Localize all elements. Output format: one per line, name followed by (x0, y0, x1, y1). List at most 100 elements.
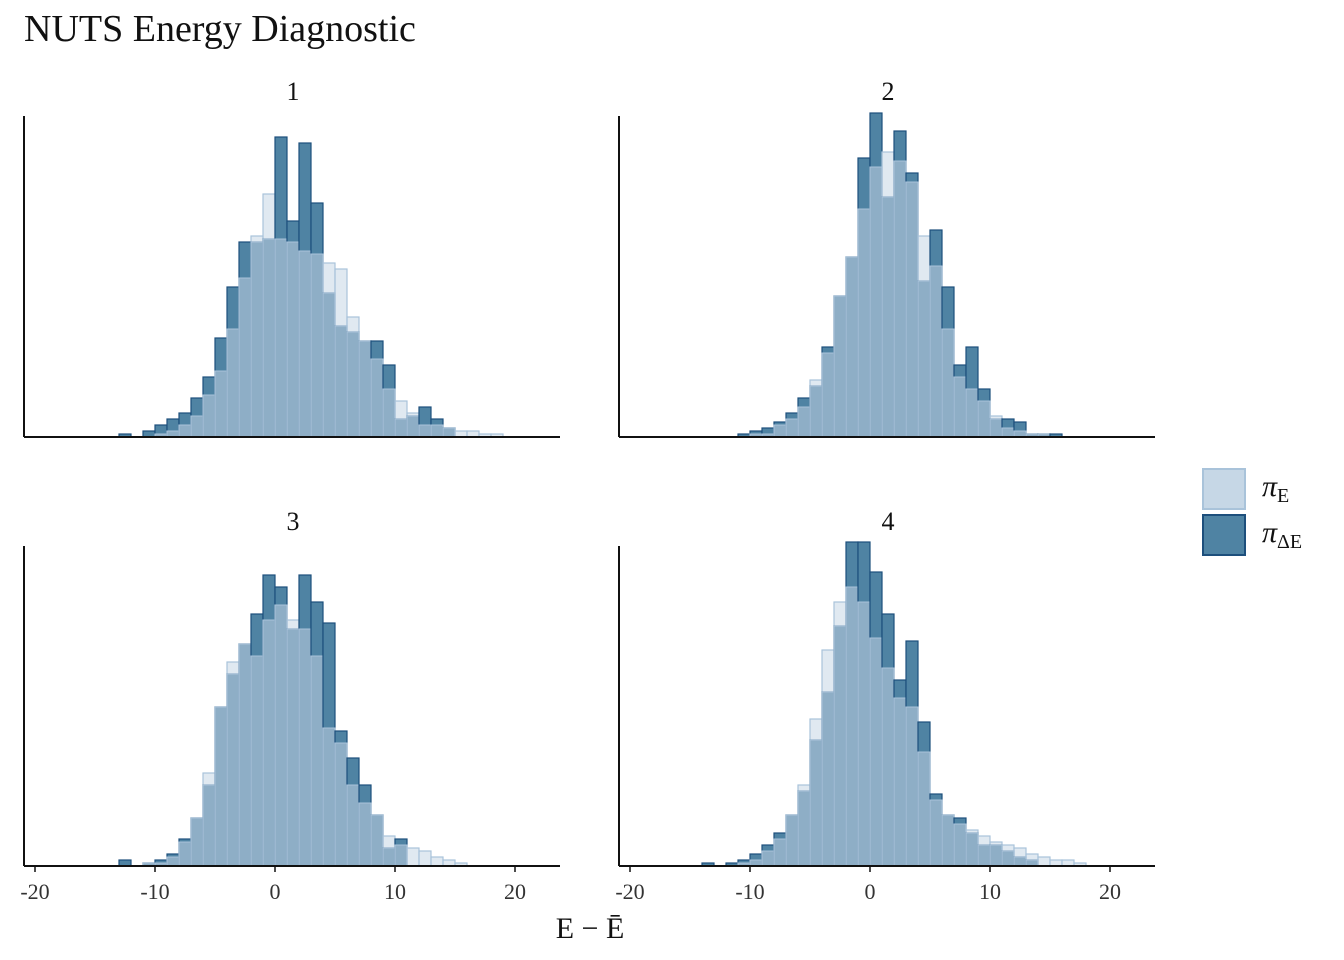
bar-overlap-facet3 (178, 841, 192, 867)
bar-overlap-facet2 (797, 406, 811, 438)
bar-pi-e-facet3 (418, 850, 432, 867)
bar-overlap-facet1 (250, 241, 264, 438)
bar-overlap-facet1 (262, 238, 276, 438)
chart-title: NUTS Energy Diagnostic (24, 8, 416, 50)
bar-overlap-facet4 (857, 601, 871, 867)
bar-overlap-facet3 (370, 814, 384, 867)
legend: πE πΔE (1202, 466, 1302, 558)
bar-overlap-facet2 (809, 385, 823, 438)
bar-overlap-facet4 (941, 814, 955, 867)
bar-overlap-facet4 (1001, 850, 1015, 867)
facet-label-1: 1 (287, 77, 300, 106)
bar-overlap-facet2 (881, 196, 895, 438)
x-tick-label-facet3: 10 (384, 879, 406, 904)
bar-overlap-facet4 (1013, 856, 1027, 867)
bar-overlap-facet4 (797, 790, 811, 867)
bar-overlap-facet1 (406, 415, 420, 438)
bar-overlap-facet1 (274, 238, 288, 438)
bar-overlap-facet1 (238, 277, 252, 438)
bar-overlap-facet1 (442, 427, 456, 438)
bar-overlap-facet4 (773, 838, 787, 867)
bar-overlap-facet4 (761, 850, 775, 867)
legend-label-pi-delta-e: πΔE (1262, 516, 1303, 553)
bar-overlap-facet1 (370, 358, 384, 438)
bar-overlap-facet2 (833, 295, 847, 438)
legend-swatch-pi-e (1202, 468, 1246, 510)
x-tick-label-facet4: 0 (865, 879, 876, 904)
facet-label-4: 4 (882, 507, 895, 536)
legend-swatch-pi-delta-e (1202, 514, 1246, 556)
bar-overlap-facet1 (178, 424, 192, 438)
bar-overlap-facet2 (929, 265, 943, 438)
bar-overlap-facet1 (214, 370, 228, 438)
legend-label-pi-e: πE (1262, 470, 1290, 507)
legend-item-pi-e: πE (1202, 466, 1302, 512)
bar-overlap-facet3 (190, 817, 204, 867)
x-tick-label-facet3: 0 (270, 879, 281, 904)
bar-overlap-facet1 (430, 424, 444, 438)
bar-overlap-facet3 (202, 784, 216, 867)
bar-overlap-facet3 (286, 628, 300, 867)
bar-overlap-facet2 (773, 424, 787, 438)
bar-overlap-facet2 (953, 376, 967, 438)
bar-overlap-facet3 (166, 856, 180, 867)
bar-overlap-facet2 (977, 400, 991, 438)
bar-overlap-facet2 (857, 208, 871, 438)
x-tick-label-facet3: 20 (504, 879, 526, 904)
bar-overlap-facet2 (845, 256, 859, 438)
bar-overlap-facet4 (893, 697, 907, 867)
bar-overlap-facet2 (893, 160, 907, 438)
bar-overlap-facet2 (869, 166, 883, 438)
bar-overlap-facet3 (274, 604, 288, 867)
bar-overlap-facet4 (809, 739, 823, 867)
bar-overlap-facet4 (917, 751, 931, 867)
facet-label-2: 2 (882, 77, 895, 106)
bar-overlap-facet3 (394, 844, 408, 867)
bar-overlap-facet1 (394, 418, 408, 438)
bar-overlap-facet3 (226, 673, 240, 867)
bar-overlap-facet2 (905, 181, 919, 438)
bar-overlap-facet2 (785, 418, 799, 438)
bar-overlap-facet1 (202, 394, 216, 438)
bar-overlap-facet3 (334, 742, 348, 867)
bar-overlap-facet1 (418, 424, 432, 438)
x-tick-label-facet4: 10 (979, 879, 1001, 904)
bar-overlap-facet1 (322, 292, 336, 438)
bar-overlap-facet4 (869, 637, 883, 867)
bar-overlap-facet3 (322, 727, 336, 867)
bar-overlap-facet4 (929, 799, 943, 867)
bar-overlap-facet4 (845, 586, 859, 867)
bar-overlap-facet4 (785, 814, 799, 867)
bar-overlap-facet3 (358, 802, 372, 867)
x-tick-label-facet4: -10 (735, 879, 764, 904)
bar-overlap-facet3 (250, 655, 264, 867)
bar-pi-e-facet4 (1037, 856, 1051, 867)
bar-overlap-facet4 (881, 667, 895, 867)
bar-pi-e-facet3 (406, 847, 420, 867)
bar-overlap-facet2 (941, 328, 955, 438)
bar-overlap-facet3 (310, 655, 324, 867)
bar-overlap-facet1 (190, 415, 204, 438)
bar-overlap-facet3 (382, 847, 396, 867)
x-tick-label-facet3: -10 (140, 879, 169, 904)
bar-overlap-facet3 (262, 619, 276, 867)
bar-pi-e-facet3 (430, 856, 444, 867)
bar-overlap-facet4 (977, 844, 991, 867)
bar-overlap-facet2 (821, 352, 835, 438)
bar-overlap-facet3 (238, 643, 252, 867)
bar-overlap-facet2 (917, 280, 931, 438)
x-axis-title: E − Ē (556, 912, 625, 945)
bar-overlap-facet1 (346, 331, 360, 438)
bar-overlap-facet4 (953, 823, 967, 867)
bar-overlap-facet2 (1001, 427, 1015, 438)
bar-overlap-facet4 (821, 691, 835, 867)
bar-overlap-facet1 (334, 325, 348, 438)
legend-item-pi-delta-e: πΔE (1202, 512, 1302, 558)
x-tick-label-facet4: -20 (615, 879, 644, 904)
bar-overlap-facet1 (298, 250, 312, 438)
bar-overlap-facet1 (310, 253, 324, 438)
bar-overlap-facet1 (286, 241, 300, 438)
x-tick-label-facet3: -20 (20, 879, 49, 904)
bar-overlap-facet3 (214, 706, 228, 867)
